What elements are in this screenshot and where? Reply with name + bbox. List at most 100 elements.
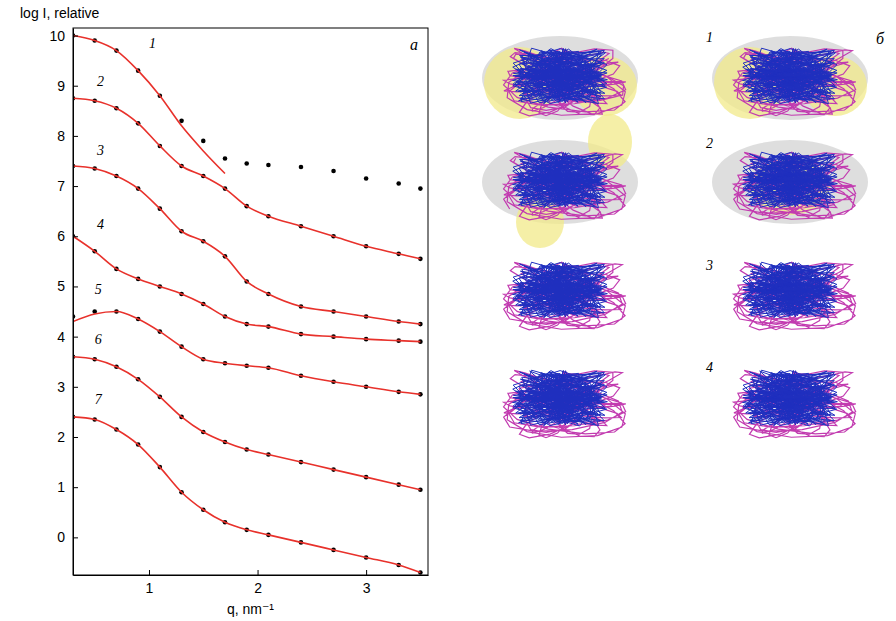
protein-trace — [742, 262, 837, 318]
y-tick: 6 — [57, 228, 78, 244]
y-tick-label: 6 — [57, 228, 65, 244]
x-axis-title: q, nm⁻¹ — [227, 601, 274, 617]
y-tick-label: 8 — [57, 128, 65, 144]
y-axis-line — [73, 29, 74, 576]
y-tick: 3 — [57, 379, 78, 395]
y-tick-label: 9 — [57, 78, 65, 94]
data-point — [364, 176, 369, 181]
y-axis: 0 1 2 3 4 5 6 7 8 9 10 — [49, 28, 78, 576]
data-points — [73, 33, 423, 191]
curve-label: 5 — [95, 282, 102, 297]
x-tick: 3 — [363, 570, 371, 596]
rna-trace — [504, 370, 626, 437]
rna-trace — [504, 48, 626, 116]
y-tick-mark — [73, 36, 78, 37]
protein-trace — [742, 370, 837, 426]
structure-model — [712, 140, 868, 224]
structure-label: 3 — [705, 258, 713, 273]
y-tick-mark — [73, 86, 78, 87]
data-points — [73, 354, 423, 492]
data-point — [331, 169, 336, 174]
data-points — [73, 164, 423, 327]
y-tick-mark — [73, 337, 78, 338]
data-point — [201, 139, 206, 144]
fit-line — [73, 312, 420, 395]
protein-trace — [512, 48, 607, 104]
data-point — [396, 181, 401, 186]
structure-model — [504, 370, 626, 438]
y-tick-label: 10 — [49, 28, 65, 44]
y-tick-label: 2 — [57, 429, 65, 445]
fit-line — [73, 236, 420, 341]
structure-label: 4 — [706, 360, 713, 375]
fit-line — [73, 166, 420, 324]
rna-trace — [734, 262, 856, 330]
structure-label: 1 — [706, 30, 713, 45]
structure-model — [734, 262, 856, 330]
y-tick-label: 0 — [57, 529, 65, 545]
y-tick-mark — [73, 186, 78, 187]
y-tick: 5 — [57, 278, 78, 294]
x-tick: 1 — [146, 570, 154, 596]
fit-line — [73, 98, 420, 259]
envelope — [482, 36, 638, 120]
x-axis: 1 2 3 — [74, 570, 429, 596]
rna-trace — [734, 48, 856, 116]
curve-label: 3 — [96, 143, 104, 158]
curve-label: 1 — [149, 36, 156, 51]
y-tick-mark — [73, 537, 78, 538]
y-tick: 7 — [57, 178, 78, 194]
y-tick-mark — [73, 437, 78, 438]
data-point — [418, 186, 423, 191]
curve-label: 7 — [95, 392, 103, 407]
y-tick-mark — [73, 387, 78, 388]
structure-label: 2 — [706, 136, 713, 151]
plot-area — [73, 33, 423, 575]
data-points — [73, 96, 423, 261]
panel-label: б — [876, 30, 885, 47]
y-tick-label: 4 — [57, 329, 65, 345]
figure: 0 1 2 3 4 5 6 7 8 9 10 1 2 3 log I, relative q, nm⁻¹ a 1 2… — [0, 0, 896, 621]
y-tick-mark — [73, 236, 78, 237]
envelope — [712, 36, 868, 120]
protein-trace — [512, 370, 607, 426]
structure-model — [504, 262, 626, 330]
data-points — [73, 234, 423, 344]
structure-model — [482, 36, 638, 120]
structure-model — [482, 114, 638, 248]
protein-trace — [512, 152, 607, 208]
x-tick-label: 3 — [363, 580, 371, 596]
y-tick-mark — [73, 136, 78, 137]
y-tick-label: 7 — [57, 178, 65, 194]
y-tick: 0 — [57, 529, 78, 545]
x-tick-mark — [258, 570, 259, 575]
x-tick-label: 1 — [146, 580, 154, 596]
rna-trace — [504, 262, 626, 330]
x-tick-label: 2 — [254, 580, 262, 596]
data-point — [244, 161, 249, 166]
data-points — [73, 415, 423, 575]
y-tick: 10 — [49, 28, 78, 44]
y-tick: 8 — [57, 128, 78, 144]
y-tick-label: 1 — [57, 479, 65, 495]
plot-frame — [73, 28, 428, 575]
y-tick-mark — [73, 286, 78, 287]
fit-line — [73, 417, 420, 573]
protein-trace — [512, 262, 607, 318]
data-point — [223, 156, 228, 161]
fit-line — [73, 357, 420, 490]
y-tick: 1 — [57, 479, 78, 495]
data-point — [266, 163, 271, 168]
rna-trace — [504, 152, 626, 220]
structure-model — [734, 370, 856, 438]
curve-label: 2 — [97, 74, 104, 89]
rna-trace — [734, 152, 856, 220]
envelope — [712, 140, 868, 224]
y-tick: 2 — [57, 429, 78, 445]
y-tick: 4 — [57, 329, 78, 345]
y-tick-label: 5 — [57, 278, 65, 294]
panel-label: a — [410, 36, 418, 53]
fit-line — [73, 36, 225, 174]
curve-label: 6 — [95, 332, 102, 347]
y-axis-title: log I, relative — [20, 5, 100, 21]
